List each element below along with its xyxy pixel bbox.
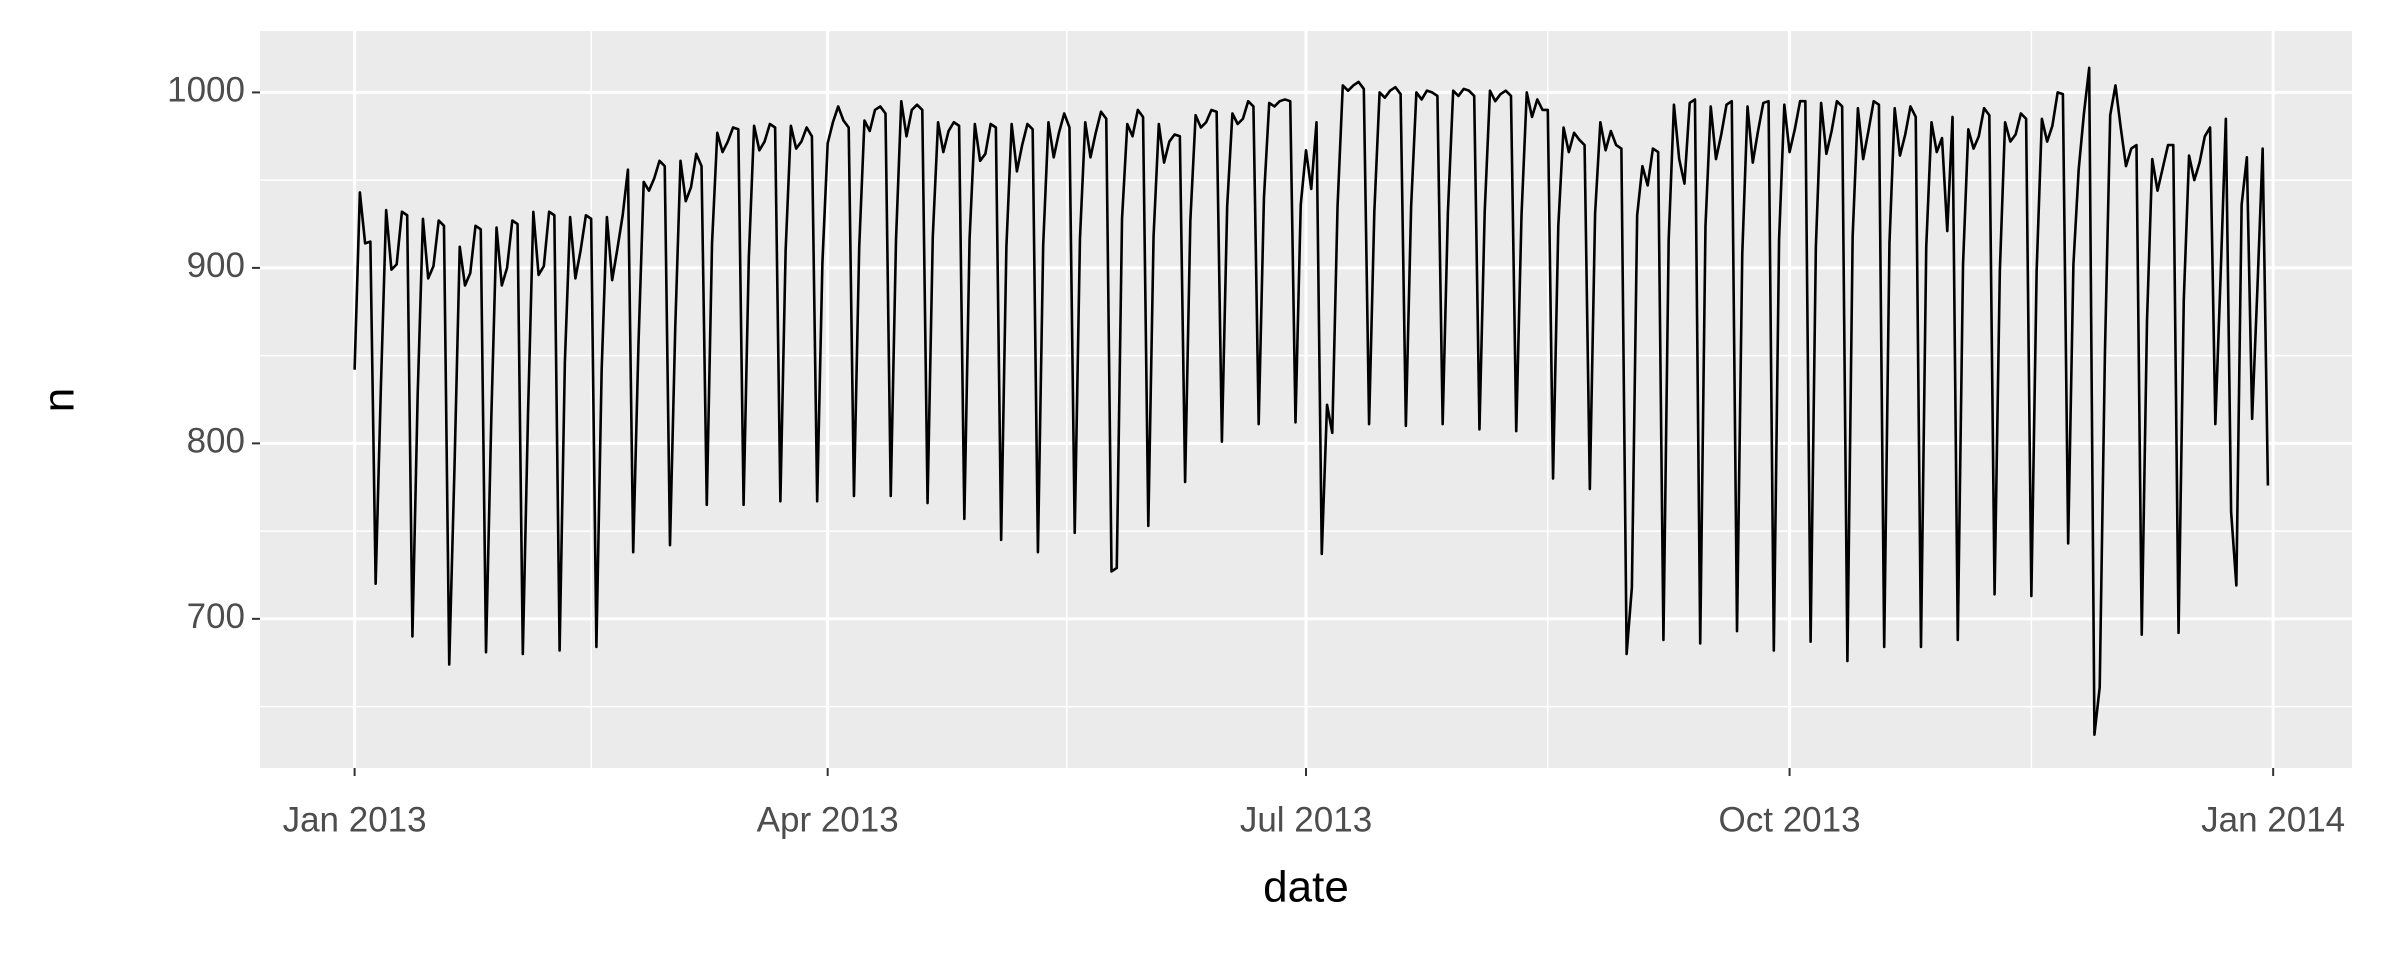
x-tick-label: Apr 2013 bbox=[757, 800, 899, 839]
x-tick-label: Jan 2013 bbox=[283, 800, 427, 839]
y-tick-label: 700 bbox=[187, 597, 245, 636]
x-axis-title: date bbox=[1263, 863, 1349, 912]
x-tick-label: Jan 2014 bbox=[2201, 800, 2345, 839]
data-line bbox=[353, 66, 2270, 736]
y-tick-label: 800 bbox=[187, 422, 245, 461]
x-tick-label: Jul 2013 bbox=[1240, 800, 1372, 839]
x-tick-label: Oct 2013 bbox=[1719, 800, 1861, 839]
y-tick-label: 900 bbox=[187, 246, 245, 285]
y-axis-title: n bbox=[35, 388, 84, 412]
y-tick-label: 1000 bbox=[167, 71, 245, 110]
